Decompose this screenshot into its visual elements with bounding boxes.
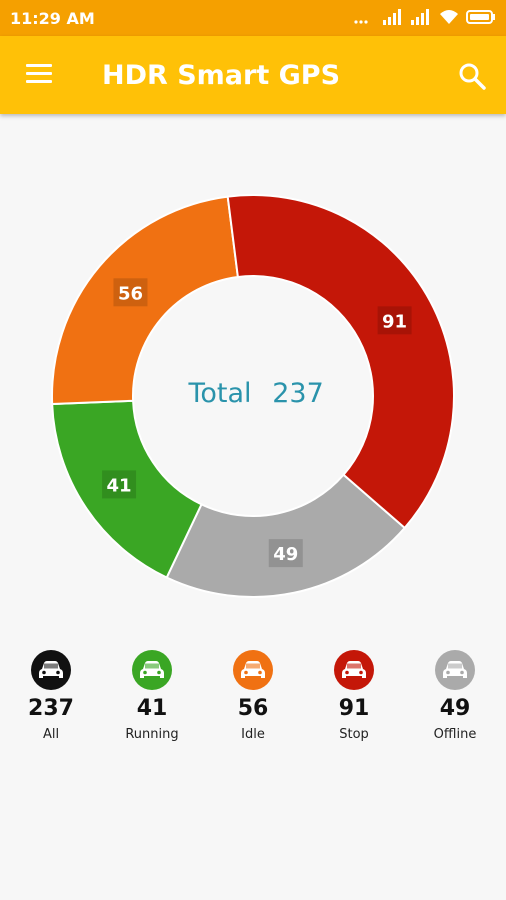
donut-slice-stop[interactable] [226,194,455,530]
app-title: HDR Smart GPS [102,60,341,91]
legend-item-offline[interactable]: 49 Offline [405,650,505,742]
legend-count: 56 [237,696,269,721]
legend-label: Stop [339,727,369,742]
legend-count: 41 [136,696,168,721]
donut-chart: 49 41 56 91 Total 237 [51,194,455,598]
car-icon [233,650,273,690]
slice-label-bg [377,306,412,335]
legend-count: 49 [439,696,471,721]
slice-value-label: 56 [118,283,143,304]
donut-slice-idle[interactable] [51,195,240,406]
legend-item-stop[interactable]: 91 Stop [304,650,404,742]
slice-label-bg [102,470,137,499]
status-legend: 237 All 41 Running 56 Idle 91 Stop 49 Of… [0,650,506,750]
car-icon [334,650,374,690]
wifi-icon [440,10,458,24]
legend-count: 91 [338,696,370,721]
slice-value-label: 41 [107,475,132,496]
search-icon[interactable] [457,61,487,91]
battery-icon [466,10,495,24]
slice-value-label: 91 [382,311,407,332]
app-bar: HDR Smart GPS [0,36,506,114]
slice-value-label: 49 [273,544,298,565]
donut-slice-offline[interactable] [165,473,407,598]
car-icon [132,650,172,690]
legend-label: Offline [433,727,477,742]
legend-label: All [42,727,60,742]
menu-icon [26,64,52,67]
menu-icon [26,72,52,75]
status-icons [354,8,496,26]
signal-icon [354,20,368,24]
legend-count: 237 [28,696,74,721]
menu-button[interactable] [26,64,54,86]
total-label: Total [187,378,251,409]
car-icon [31,650,71,690]
status-time: 11:29 AM [10,9,95,28]
signal-icon [411,9,429,25]
total-value: 237 [272,378,324,409]
car-icon [435,650,475,690]
slice-label-bg [113,278,148,307]
menu-icon [26,80,52,83]
status-bar: 11:29 AM [0,0,506,36]
legend-item-idle[interactable]: 56 Idle [203,650,303,742]
legend-item-all[interactable]: 237 All [1,650,101,742]
signal-icon [383,9,401,25]
legend-label: Idle [241,727,265,742]
legend-label: Running [125,727,179,742]
legend-item-running[interactable]: 41 Running [102,650,202,742]
slice-label-bg [268,539,303,568]
